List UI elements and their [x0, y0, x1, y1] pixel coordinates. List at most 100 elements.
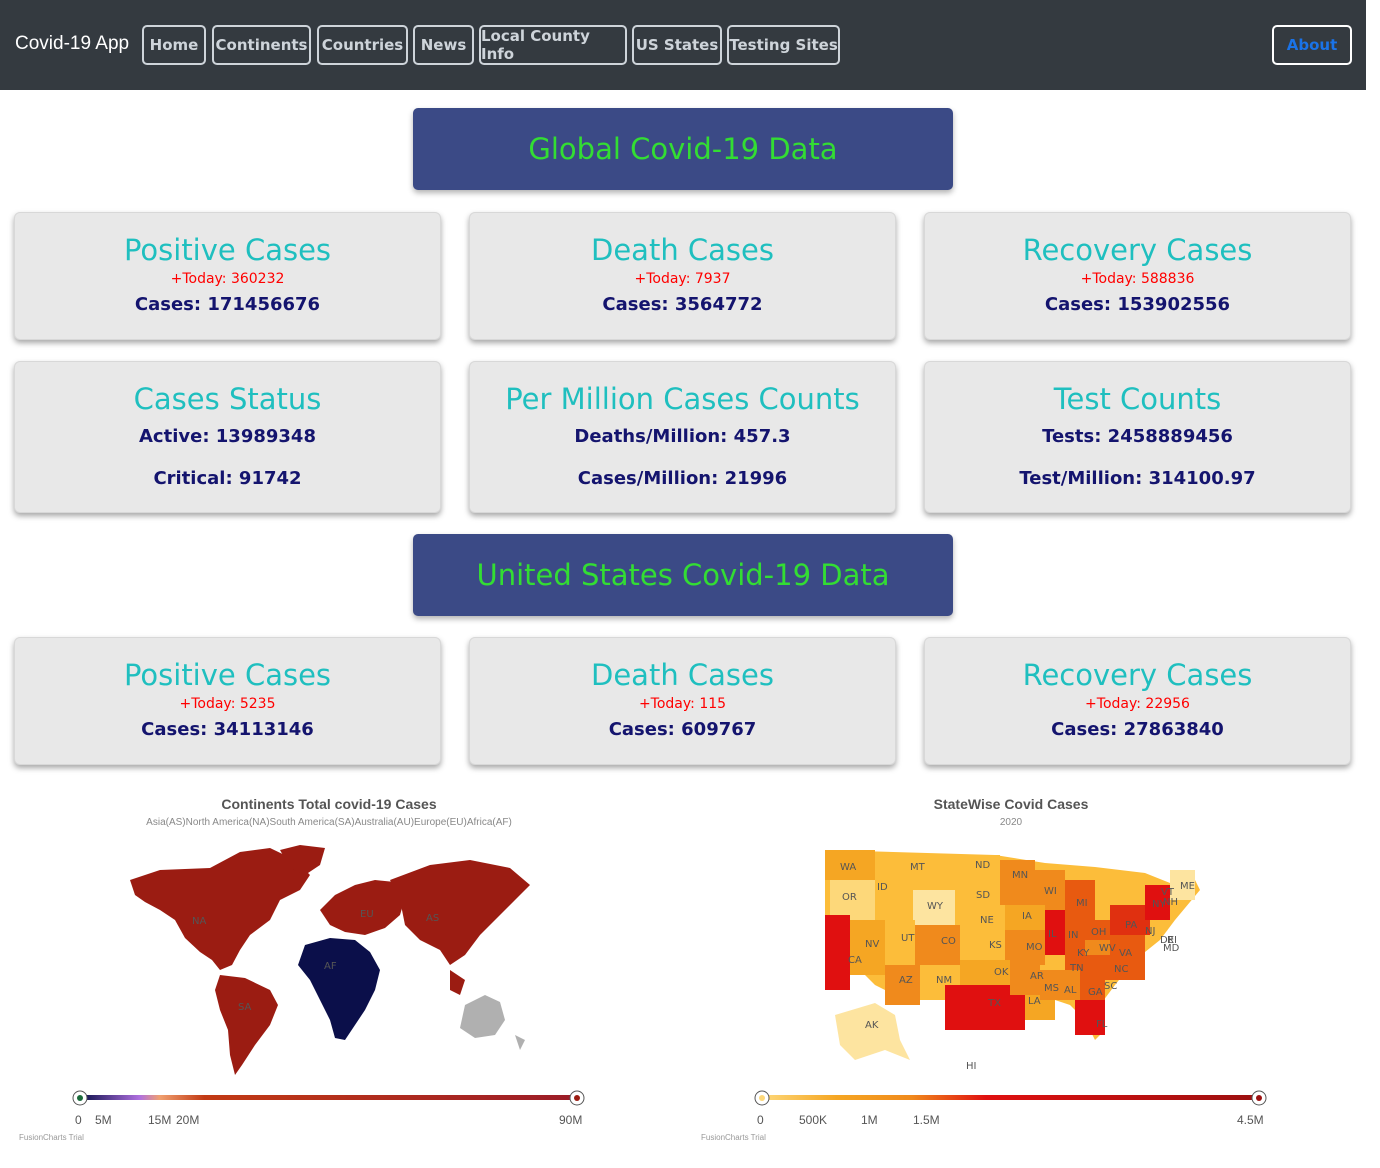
- svg-text:NV: NV: [865, 939, 879, 950]
- card-today: +Today: 22956: [1085, 696, 1190, 712]
- state-wi[interactable]: [1035, 870, 1065, 910]
- continents-color-scale[interactable]: [70, 1088, 590, 1108]
- state-ar[interactable]: [1010, 965, 1040, 995]
- svg-text:RI: RI: [1167, 935, 1177, 946]
- svg-text:MD: MD: [1163, 943, 1180, 954]
- north-america-region[interactable]: [130, 848, 310, 970]
- cases-per-million-value: Cases/Million: 21996: [577, 468, 788, 489]
- state-me[interactable]: [1170, 870, 1195, 900]
- nav-continents-button[interactable]: Continents: [212, 25, 311, 65]
- svg-text:NY: NY: [1152, 899, 1166, 910]
- svg-text:MI: MI: [1076, 898, 1088, 909]
- card-today: +Today: 588836: [1080, 271, 1195, 287]
- svg-text:OR: OR: [842, 892, 857, 903]
- state-or[interactable]: [830, 880, 875, 920]
- svg-text:AR: AR: [1030, 971, 1044, 982]
- svg-text:UT: UT: [901, 933, 915, 944]
- svg-text:CA: CA: [848, 955, 862, 966]
- state-ok[interactable]: [960, 960, 1010, 985]
- map-label-sa: SA: [238, 1002, 252, 1013]
- state-mt[interactable]: [875, 855, 955, 895]
- state-ak[interactable]: [835, 1003, 910, 1060]
- global-status-card: Cases Status Active: 13989348 Critical: …: [14, 361, 441, 513]
- continents-map-title: Continents Total covid-19 Cases: [221, 796, 437, 812]
- card-title: Death Cases: [591, 233, 774, 267]
- svg-text:CO: CO: [941, 936, 956, 947]
- state-wa[interactable]: [825, 850, 875, 880]
- state-ut[interactable]: [885, 920, 915, 965]
- about-button[interactable]: About: [1272, 25, 1352, 65]
- nav-local-county-button[interactable]: Local County Info: [479, 25, 627, 65]
- state-ga[interactable]: [1080, 965, 1105, 1000]
- brand[interactable]: Covid-19 App: [15, 33, 130, 54]
- svg-text:VT: VT: [1161, 887, 1175, 898]
- fusioncharts-trial-label: FusionCharts Trial: [701, 1133, 766, 1142]
- state-mi[interactable]: [1065, 880, 1095, 920]
- svg-text:MS: MS: [1044, 983, 1059, 994]
- state-ks[interactable]: [960, 930, 1005, 960]
- svg-text:IA: IA: [1022, 911, 1032, 922]
- card-today: +Today: 360232: [170, 271, 285, 287]
- svg-text:OH: OH: [1091, 927, 1106, 938]
- states-color-scale[interactable]: [752, 1088, 1272, 1108]
- state-nd[interactable]: [955, 855, 1000, 885]
- svg-text:WA: WA: [840, 862, 856, 873]
- state-ky[interactable]: [1085, 940, 1115, 955]
- state-in[interactable]: [1065, 920, 1085, 950]
- south-america-region[interactable]: [215, 975, 278, 1075]
- scale-tick: 1M: [861, 1113, 878, 1127]
- nav-us-states-button[interactable]: US States: [632, 25, 722, 65]
- svg-text:IN: IN: [1068, 930, 1078, 941]
- state-nv[interactable]: [845, 920, 885, 975]
- critical-value: Critical: 91742: [153, 468, 302, 489]
- nav-home-button[interactable]: Home: [142, 25, 206, 65]
- state-az[interactable]: [885, 965, 920, 1005]
- state-mo[interactable]: [1005, 930, 1045, 965]
- svg-text:HI: HI: [966, 1061, 976, 1072]
- svg-text:KY: KY: [1077, 948, 1090, 959]
- state-pa[interactable]: [1110, 905, 1150, 935]
- state-sd[interactable]: [955, 885, 1000, 913]
- svg-text:TX: TX: [987, 998, 1001, 1009]
- world-map: NA EU AS AF SA: [130, 845, 530, 1075]
- europe-region[interactable]: [320, 880, 405, 935]
- scale-tick: 15M: [148, 1113, 172, 1127]
- africa-region[interactable]: [298, 938, 380, 1040]
- state-ms[interactable]: [1040, 970, 1060, 1000]
- svg-text:FL: FL: [1096, 1019, 1108, 1030]
- nav-countries-button[interactable]: Countries: [317, 25, 408, 65]
- state-ca[interactable]: [825, 915, 850, 990]
- svg-text:AL: AL: [1064, 985, 1077, 996]
- australia-region[interactable]: [460, 995, 505, 1038]
- scale-tick: 4.5M: [1237, 1113, 1264, 1127]
- state-ia[interactable]: [1005, 905, 1045, 930]
- navbar: Covid-19 App Home Continents Countries N…: [0, 0, 1366, 90]
- scale-tick: 5M: [95, 1113, 112, 1127]
- scale-tick: 500K: [799, 1113, 828, 1127]
- global-positive-card: Positive Cases +Today: 360232 Cases: 171…: [14, 212, 441, 340]
- card-title: Recovery Cases: [1022, 233, 1253, 267]
- global-heading: Global Covid-19 Data: [413, 108, 953, 190]
- svg-text:MO: MO: [1026, 942, 1043, 953]
- svg-text:MT: MT: [910, 862, 926, 873]
- us-positive-card: Positive Cases +Today: 5235 Cases: 34113…: [14, 637, 441, 765]
- global-recovery-card: Recovery Cases +Today: 588836 Cases: 153…: [924, 212, 1351, 340]
- fusioncharts-trial-label: FusionCharts Trial: [19, 1133, 84, 1142]
- asia-region[interactable]: [390, 860, 530, 965]
- state-mn[interactable]: [1000, 860, 1035, 905]
- state-al[interactable]: [1060, 970, 1080, 1000]
- nav-news-button[interactable]: News: [413, 25, 474, 65]
- nav-testing-sites-button[interactable]: Testing Sites: [727, 25, 840, 65]
- state-ny[interactable]: [1145, 885, 1170, 920]
- state-il[interactable]: [1045, 910, 1065, 955]
- state-nc[interactable]: [1105, 960, 1145, 980]
- state-wy[interactable]: [913, 890, 955, 925]
- card-title: Positive Cases: [123, 233, 332, 267]
- svg-text:WI: WI: [1044, 886, 1057, 897]
- svg-text:WV: WV: [1099, 943, 1116, 954]
- svg-text:AZ: AZ: [899, 975, 913, 986]
- state-co[interactable]: [915, 925, 960, 965]
- state-fl[interactable]: [1075, 1000, 1105, 1035]
- card-title: Per Million Cases Counts: [505, 382, 860, 416]
